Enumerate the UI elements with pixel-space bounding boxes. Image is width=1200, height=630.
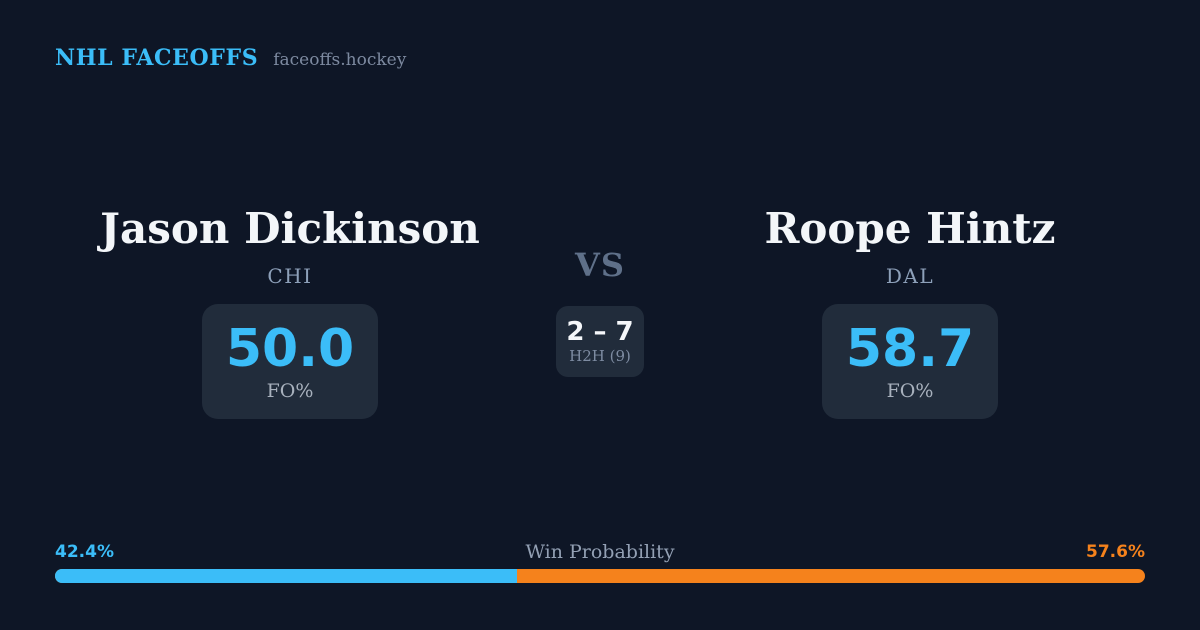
player-left-section: Jason Dickinson CHI 50.0 FO% — [90, 206, 490, 419]
h2h-score: 2 – 7 — [566, 317, 634, 347]
player-left-stat-card: 50.0 FO% — [202, 304, 378, 419]
header: NHL FACEOFFS faceoffs.hockey — [55, 45, 406, 71]
h2h-label: H2H (9) — [569, 347, 631, 365]
player-right-team: DAL — [885, 264, 935, 288]
player-right-stat-card: 58.7 FO% — [822, 304, 998, 419]
player-left-team: CHI — [267, 264, 313, 288]
player-left-name: Jason Dickinson — [100, 204, 480, 253]
versus-section: VS 2 – 7 H2H (9) — [500, 244, 700, 377]
win-probability-labels: 42.4% Win Probability 57.6% — [55, 542, 1145, 562]
player-right-section: Roope Hintz DAL 58.7 FO% — [710, 206, 1110, 419]
win-probability-fill-left — [55, 569, 518, 583]
brand-title: NHL FACEOFFS — [55, 45, 259, 71]
vs-label: VS — [575, 246, 625, 284]
site-url: faceoffs.hockey — [273, 50, 407, 70]
player-right-name: Roope Hintz — [764, 204, 1056, 253]
h2h-card: 2 – 7 H2H (9) — [556, 306, 644, 377]
win-probability-title: Win Probability — [525, 541, 675, 563]
player-right-fo-pct: 58.7 — [845, 319, 975, 379]
player-left-stat-label: FO% — [266, 380, 314, 402]
player-left-fo-pct: 50.0 — [225, 319, 355, 379]
win-probability-left-pct: 42.4% — [55, 542, 114, 562]
win-probability-right-pct: 57.6% — [1086, 542, 1145, 562]
win-probability-bar — [55, 569, 1145, 583]
player-right-stat-label: FO% — [886, 380, 934, 402]
